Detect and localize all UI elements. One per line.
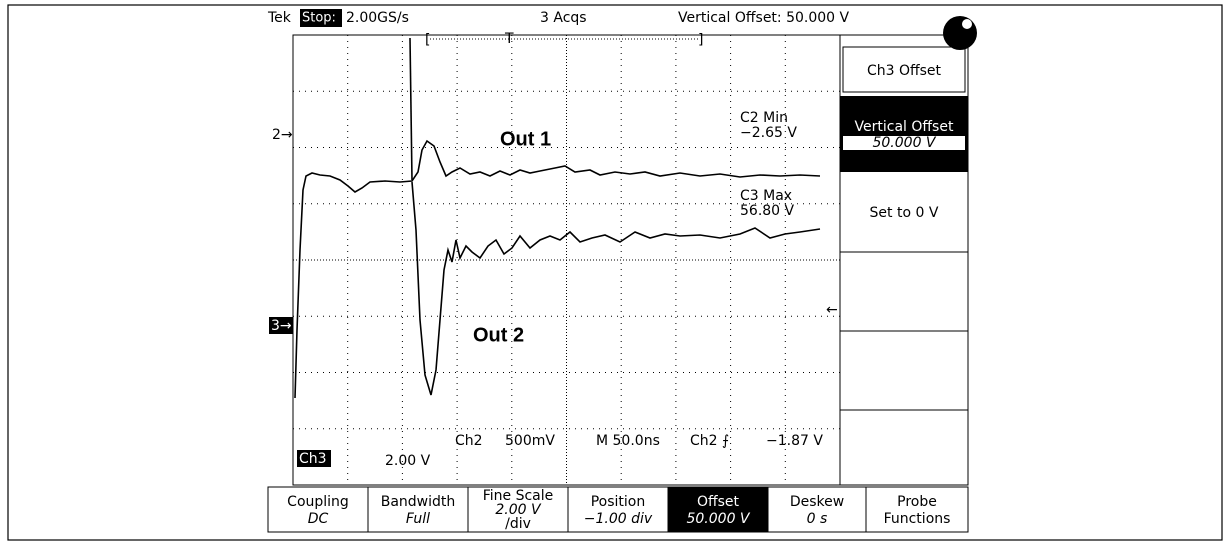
menu-button[interactable] [467, 486, 569, 533]
rate: 2.00GS/s [346, 10, 409, 26]
ch3-label: Ch3 [299, 451, 327, 467]
trigger-level-marker: ← [826, 302, 838, 318]
menu-button-label: Bandwidth [381, 494, 456, 510]
side-menu-title: Ch3 Offset [867, 63, 942, 79]
meas-label: C2 Min [740, 110, 788, 126]
ch3-scale: 2.00 V [385, 453, 431, 469]
meas-value: 56.80 V [740, 203, 795, 219]
meas-value: −2.65 V [740, 125, 797, 141]
side-menu-title-box [842, 46, 966, 93]
bracket-left: [ [425, 32, 430, 48]
trace-out1 [294, 139, 821, 399]
trigger-level: −1.87 V [766, 433, 823, 449]
menu-button-label: Coupling [287, 494, 349, 510]
menu-button-label: Deskew [790, 494, 844, 510]
menu-button[interactable] [267, 486, 369, 533]
menu-button[interactable] [367, 486, 469, 533]
menu-button-value: Functions [884, 511, 951, 527]
menu-button-value: 2.00 V [495, 502, 542, 518]
ch2-label: Ch2 [455, 433, 483, 449]
side-menu [839, 34, 969, 486]
frame [7, 4, 1223, 541]
brand: Tek [267, 10, 292, 26]
knob-icon [943, 16, 977, 50]
menu-button[interactable] [567, 486, 669, 533]
ch2-scale: 500mV [505, 433, 555, 449]
state: Stop: [302, 11, 336, 26]
menu-button-label: Probe [897, 494, 937, 510]
knob-dot [962, 19, 972, 29]
ch3-marker-box [269, 317, 293, 334]
menu-button-value: −1.00 div [584, 511, 653, 527]
menu-button-value: DC [308, 511, 329, 527]
menu-button-value: 50.000 V [686, 511, 750, 527]
menu-button-unit: /div [505, 516, 531, 532]
menu-button[interactable] [865, 486, 969, 533]
status: Vertical Offset: 50.000 V [678, 10, 850, 26]
state-box [300, 9, 342, 27]
menu-button-label: Position [591, 494, 646, 510]
trigger-pos: T [504, 31, 514, 47]
label-out2: Out 2 [473, 324, 524, 346]
acqs: 3 Acqs [540, 10, 587, 26]
side-menu-selected [840, 96, 968, 172]
menu-button-value: 0 s [807, 511, 828, 527]
menu-button[interactable] [667, 486, 769, 533]
trace-out2 [411, 181, 821, 396]
menu-button[interactable] [767, 486, 867, 533]
ch3-box [297, 450, 331, 467]
trigger-source: Ch2 ⨍ [690, 433, 729, 449]
trace-spike [409, 37, 413, 181]
ch2-marker: 2→ [272, 127, 293, 143]
menu-button-value: Full [406, 511, 430, 527]
graticule [293, 35, 840, 485]
label-out1: Out 1 [500, 128, 551, 150]
side-menu-reset[interactable]: Set to 0 V [870, 205, 939, 221]
side-menu-value: 50.000 V [872, 135, 936, 151]
bracket-right: ] [698, 32, 703, 48]
meas-label: C3 Max [740, 188, 792, 204]
timebase: M 50.0ns [596, 433, 660, 449]
menu-button-label: Fine Scale [483, 488, 554, 504]
side-menu-item[interactable]: Vertical Offset [855, 119, 954, 135]
side-menu-value-box [843, 136, 965, 150]
ch3-marker: 3→ [271, 318, 292, 334]
menu-button-label: Offset [697, 494, 740, 510]
